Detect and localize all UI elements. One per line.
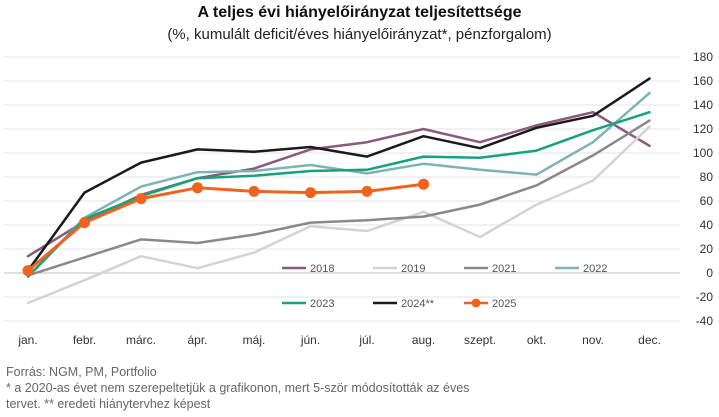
series-line-2023 — [26, 110, 651, 278]
x-tick-label: máj. — [243, 333, 266, 347]
series-line-2024 — [26, 77, 651, 272]
legend-label-2025: 2025 — [492, 298, 516, 310]
legend-label-2022: 2022 — [583, 263, 607, 275]
y-tick-label: 0 — [706, 266, 713, 280]
series-line-2025 — [26, 182, 425, 273]
chart-title: A teljes évi hiányelőirányzat teljesítet… — [197, 4, 522, 21]
x-tick-label: ápr. — [187, 333, 207, 347]
series-line-2021 — [26, 119, 651, 277]
y-tick-label: -40 — [696, 314, 714, 328]
y-tick-label: 40 — [700, 218, 714, 232]
legend-label-2018: 2018 — [310, 263, 334, 275]
y-tick-label: 60 — [700, 194, 714, 208]
data-point-2025 — [305, 187, 316, 199]
data-point-2025 — [192, 182, 203, 194]
x-tick-label: márc. — [126, 333, 156, 347]
x-tick-label: jún. — [300, 333, 320, 347]
y-tick-label: 140 — [693, 98, 713, 112]
y-tick-label: 160 — [693, 74, 713, 88]
data-point-2025 — [135, 193, 147, 205]
data-point-2025 — [248, 185, 260, 197]
y-tick-label: 120 — [693, 122, 713, 136]
x-tick-label: okt. — [527, 333, 546, 347]
legend-label-2019: 2019 — [401, 263, 425, 275]
x-tick-label: jan. — [17, 333, 37, 347]
footnote-line-1: * a 2020-as évet nem szerepeltetjük a gr… — [6, 381, 470, 395]
legend-label-2023: 2023 — [310, 298, 334, 310]
legend-marker-2025 — [471, 298, 481, 308]
footnote-source: Forrás: NGM, PM, Portfolio — [6, 365, 157, 379]
x-tick-label: szept. — [464, 333, 496, 347]
y-tick-label: 20 — [700, 242, 714, 256]
series-line-2019 — [26, 125, 651, 305]
x-tick-label: dec. — [638, 333, 661, 347]
x-tick-label: aug. — [412, 333, 435, 347]
x-tick-label: nov. — [582, 333, 604, 347]
data-point-2025 — [361, 185, 373, 197]
y-tick-label: 80 — [700, 170, 714, 184]
y-tick-label: 100 — [693, 146, 713, 160]
y-tick-label: -20 — [696, 290, 714, 304]
y-tick-label: 180 — [693, 50, 713, 64]
data-point-2025 — [418, 178, 429, 190]
legend-label-2024: 2024** — [401, 298, 435, 310]
data-point-2025 — [79, 217, 90, 229]
x-tick-label: febr. — [73, 333, 96, 347]
data-point-2025 — [22, 265, 34, 277]
footnote-line-2: tervet. ** eredeti hiánytervhez képest — [6, 397, 211, 411]
x-tick-label: júl. — [358, 333, 374, 347]
legend-label-2021: 2021 — [492, 263, 516, 275]
chart-subtitle: (%, kumulált deficit/éves hiányelőirányz… — [167, 26, 552, 43]
series-line-2018 — [26, 110, 651, 258]
